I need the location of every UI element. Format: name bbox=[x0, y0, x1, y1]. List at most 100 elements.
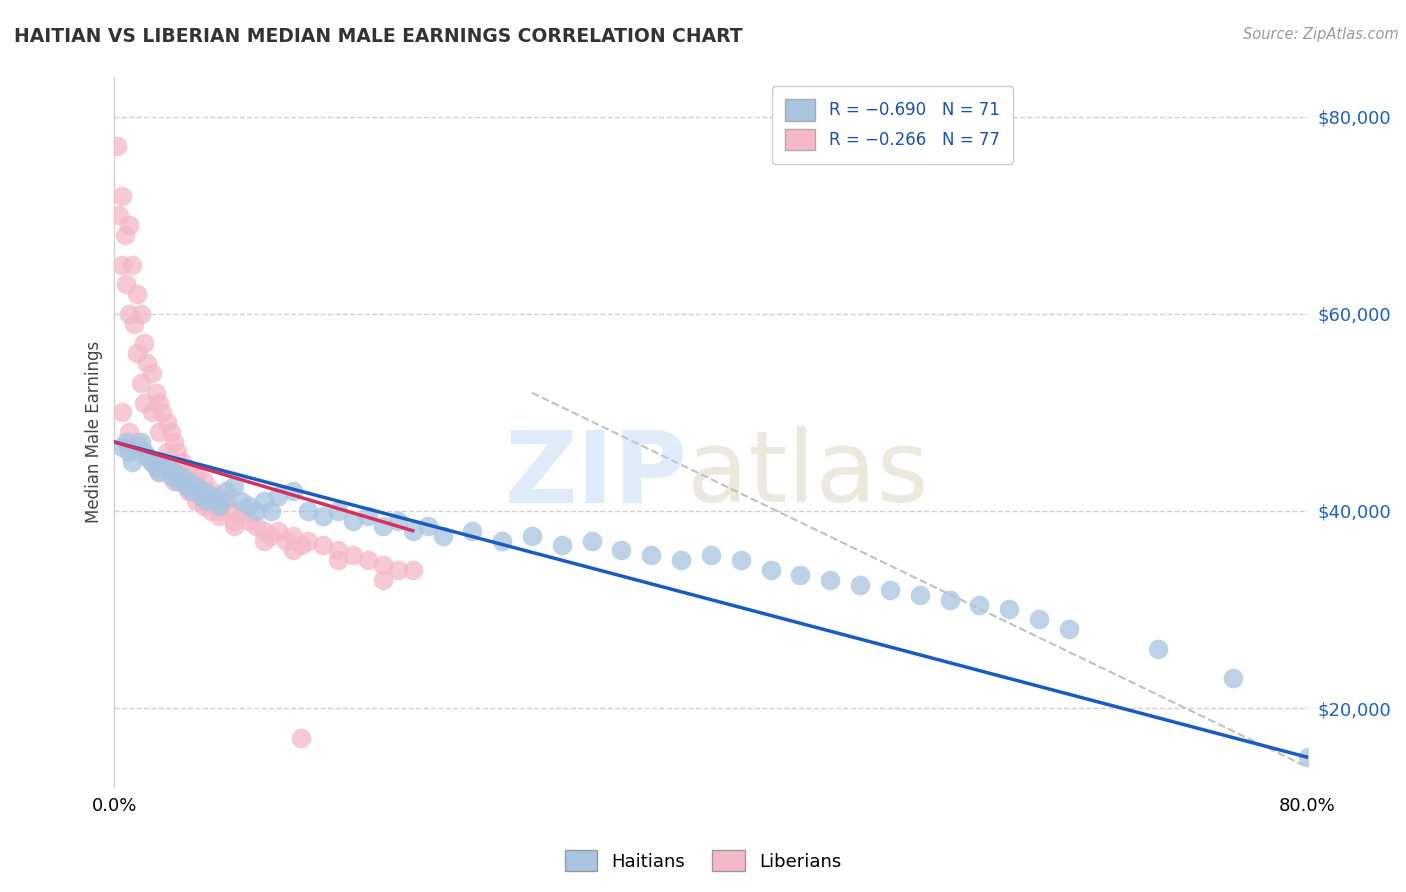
Point bbox=[208, 489, 231, 503]
Point bbox=[283, 484, 305, 499]
Point bbox=[141, 366, 163, 380]
Point bbox=[1147, 641, 1170, 656]
Point bbox=[118, 219, 141, 233]
Point bbox=[186, 494, 208, 508]
Point bbox=[181, 484, 204, 499]
Point bbox=[969, 598, 991, 612]
Point bbox=[155, 445, 177, 459]
Point bbox=[1028, 612, 1050, 626]
Point bbox=[141, 455, 163, 469]
Point bbox=[222, 479, 245, 493]
Point bbox=[134, 395, 156, 409]
Point bbox=[141, 455, 163, 469]
Point bbox=[581, 533, 603, 548]
Point bbox=[125, 346, 148, 360]
Point bbox=[1296, 750, 1319, 764]
Point bbox=[163, 435, 186, 450]
Point bbox=[1222, 672, 1244, 686]
Point bbox=[195, 494, 218, 508]
Point bbox=[312, 538, 335, 552]
Point bbox=[134, 445, 156, 459]
Point bbox=[610, 543, 633, 558]
Point bbox=[297, 533, 319, 548]
Point bbox=[290, 538, 312, 552]
Point bbox=[125, 287, 148, 301]
Point bbox=[208, 499, 231, 513]
Point bbox=[252, 533, 274, 548]
Point bbox=[222, 514, 245, 528]
Point bbox=[200, 484, 222, 499]
Point bbox=[129, 435, 152, 450]
Point bbox=[491, 533, 513, 548]
Text: HAITIAN VS LIBERIAN MEDIAN MALE EARNINGS CORRELATION CHART: HAITIAN VS LIBERIAN MEDIAN MALE EARNINGS… bbox=[14, 27, 742, 45]
Text: atlas: atlas bbox=[688, 426, 929, 524]
Point bbox=[205, 494, 228, 508]
Point bbox=[211, 494, 233, 508]
Point bbox=[231, 494, 253, 508]
Point bbox=[669, 553, 692, 567]
Point bbox=[125, 440, 148, 454]
Point bbox=[186, 479, 208, 493]
Point bbox=[148, 465, 170, 479]
Point bbox=[145, 459, 167, 474]
Point bbox=[215, 484, 238, 499]
Point bbox=[193, 484, 215, 499]
Y-axis label: Median Male Earnings: Median Male Earnings bbox=[86, 341, 103, 524]
Point bbox=[166, 445, 188, 459]
Point bbox=[193, 494, 215, 508]
Point bbox=[115, 435, 138, 450]
Point bbox=[177, 465, 200, 479]
Point bbox=[402, 563, 425, 577]
Point bbox=[111, 405, 134, 419]
Point bbox=[163, 465, 186, 479]
Point bbox=[190, 489, 212, 503]
Point bbox=[730, 553, 752, 567]
Point bbox=[432, 528, 454, 542]
Point bbox=[520, 528, 543, 542]
Point bbox=[326, 553, 349, 567]
Point bbox=[118, 445, 141, 459]
Point bbox=[938, 592, 960, 607]
Point bbox=[121, 455, 143, 469]
Point bbox=[245, 518, 267, 533]
Point bbox=[111, 440, 134, 454]
Point bbox=[222, 518, 245, 533]
Point bbox=[208, 504, 231, 518]
Point bbox=[1057, 622, 1080, 636]
Point bbox=[163, 465, 186, 479]
Point bbox=[357, 508, 380, 523]
Legend: R = −0.690   N = 71, R = −0.266   N = 77: R = −0.690 N = 71, R = −0.266 N = 77 bbox=[772, 86, 1012, 163]
Point bbox=[222, 504, 245, 518]
Point bbox=[342, 514, 364, 528]
Point bbox=[111, 258, 134, 272]
Point bbox=[416, 518, 439, 533]
Point bbox=[150, 455, 173, 469]
Point bbox=[141, 405, 163, 419]
Point bbox=[177, 484, 200, 499]
Point bbox=[121, 258, 143, 272]
Point bbox=[129, 307, 152, 321]
Point bbox=[215, 494, 238, 508]
Point bbox=[252, 524, 274, 538]
Point bbox=[267, 489, 290, 503]
Point bbox=[879, 582, 901, 597]
Point bbox=[371, 518, 394, 533]
Point bbox=[245, 504, 267, 518]
Point bbox=[326, 504, 349, 518]
Point bbox=[849, 578, 872, 592]
Point bbox=[134, 445, 156, 459]
Point bbox=[170, 475, 193, 489]
Point bbox=[111, 188, 134, 202]
Point bbox=[252, 494, 274, 508]
Point bbox=[238, 499, 260, 513]
Point bbox=[640, 549, 662, 563]
Point bbox=[342, 549, 364, 563]
Point bbox=[170, 455, 193, 469]
Point bbox=[297, 504, 319, 518]
Point bbox=[357, 553, 380, 567]
Text: ZIP: ZIP bbox=[505, 426, 688, 524]
Point bbox=[118, 307, 141, 321]
Point bbox=[114, 228, 136, 243]
Point bbox=[193, 475, 215, 489]
Point bbox=[145, 385, 167, 400]
